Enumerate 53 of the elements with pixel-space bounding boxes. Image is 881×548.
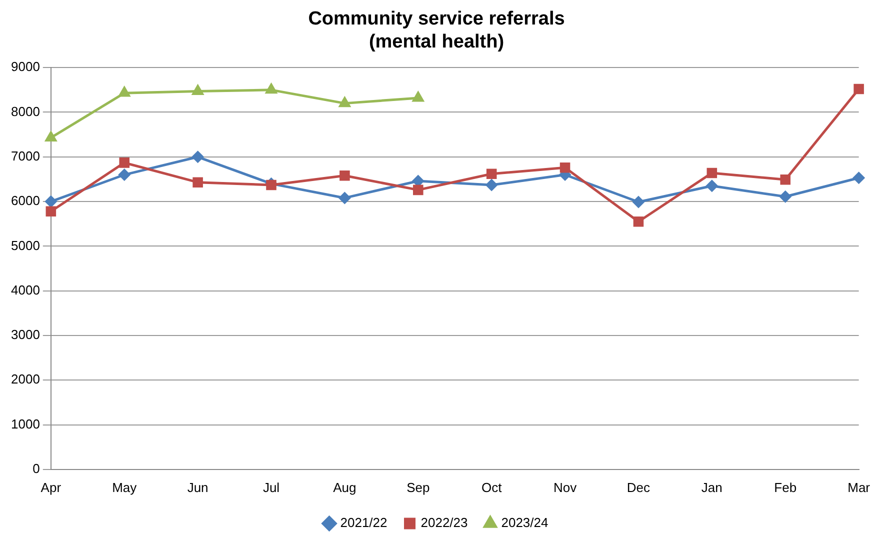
x-tick-label: Jul	[262, 480, 280, 495]
point	[412, 92, 424, 102]
point	[853, 172, 865, 184]
point	[45, 131, 56, 142]
x-tick-label: Nov	[553, 480, 578, 495]
legend-label: 2021/22	[340, 515, 388, 530]
x-tick-label: Dec	[626, 480, 651, 495]
y-tick-label: 6000	[11, 193, 40, 208]
x-tick-label: Feb	[774, 480, 797, 495]
x-tick-label: May	[112, 480, 138, 495]
point	[706, 168, 718, 178]
point	[339, 97, 350, 108]
y-tick-label: 1000	[11, 416, 40, 432]
point	[192, 177, 203, 188]
point	[46, 206, 56, 216]
y-tick-label: 4000	[11, 282, 40, 298]
y-tick-label: 3000	[11, 327, 40, 342]
point	[338, 192, 350, 204]
x-tick-label: Apr	[40, 480, 62, 495]
legend-label: 2023/24	[501, 515, 548, 530]
legend-label: 2022/23	[420, 515, 468, 530]
point	[486, 168, 497, 179]
point	[119, 158, 130, 168]
point	[560, 162, 570, 173]
y-tick-label: 8000	[11, 104, 40, 119]
x-tick-label: Jun	[187, 480, 208, 495]
point	[192, 85, 204, 96]
y-tick-label: 5000	[11, 238, 40, 253]
chart-title: Community service referrals (mental health)	[308, 8, 565, 52]
point	[340, 170, 350, 181]
point	[413, 184, 424, 196]
y-tick-label: 0	[32, 460, 40, 476]
x-tick-label: Oct	[481, 480, 502, 495]
point	[266, 180, 276, 190]
point	[632, 196, 644, 208]
y-tick-label: 9000	[11, 59, 40, 74]
point	[854, 84, 864, 94]
point	[633, 216, 644, 227]
y-tick-label: 7000	[11, 148, 40, 164]
point	[266, 84, 277, 94]
point	[780, 190, 792, 202]
point	[780, 174, 790, 185]
y-tick-label: 2000	[11, 372, 40, 387]
x-tick-label: Mar	[848, 480, 871, 495]
x-tick-label: Jan	[701, 480, 722, 495]
point	[45, 196, 57, 208]
x-tick-label: Aug	[333, 480, 356, 495]
point	[486, 179, 498, 191]
point	[118, 86, 130, 97]
point	[192, 151, 204, 163]
point	[118, 168, 130, 180]
point	[706, 180, 718, 192]
x-tick-label: Sep	[406, 480, 430, 495]
